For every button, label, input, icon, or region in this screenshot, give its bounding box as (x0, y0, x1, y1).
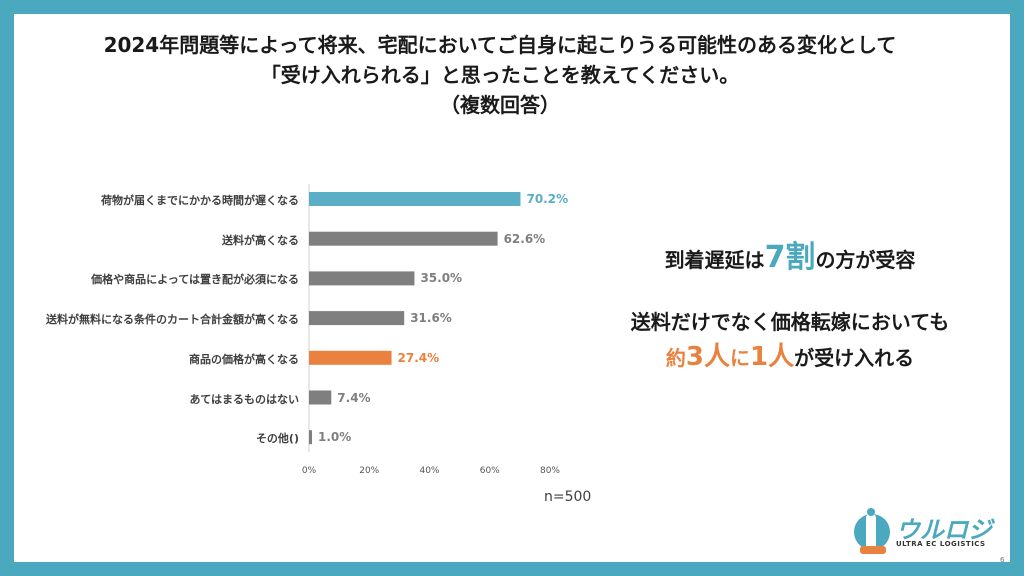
slide-card (14, 14, 1010, 562)
x-tick-label: 0% (301, 466, 317, 476)
summary-text: の方が受容 (815, 248, 916, 272)
data-label: 35.0% (420, 271, 463, 286)
title-line-3: （複数回答） (440, 93, 560, 117)
data-label: 31.6% (410, 311, 452, 326)
category-label: 送料が高くなる (222, 233, 299, 247)
category-label: 商品の価格が高くなる (189, 352, 299, 366)
summary-highlight: 3人 (685, 342, 730, 372)
category-label: 送料が無料になる条件のカート合計金額が高くなる (46, 313, 299, 327)
summary-line-2: 送料だけでなく価格転嫁においても (630, 310, 950, 334)
summary-highlight: に (730, 346, 750, 370)
logo-subtext: ULTRA EC LOGISTICS (896, 540, 986, 548)
logo-text: ウルロジ (896, 516, 992, 544)
category-label: 価格や商品によっては置き配が必須になる (91, 273, 299, 287)
x-tick-label: 60% (479, 466, 500, 476)
sample-size-note: n=500 (544, 489, 592, 505)
data-label: 70.2% (526, 192, 569, 206)
data-label: 7.4% (337, 390, 371, 405)
summary-line-1: 到着遅延は7割の方が受容 (590, 232, 990, 276)
title-line-2: 「受け入れられる」と思ったことを教えてください。 (260, 63, 740, 87)
bar (309, 430, 313, 445)
data-label: 1.0% (318, 430, 352, 445)
bar (309, 390, 332, 405)
summary-highlight: 1人 (750, 342, 795, 372)
bar (309, 350, 392, 365)
bar (309, 311, 405, 326)
slide-title: 2024年問題等によって将来、宅配においてご自身に起こりうる可能性のある変化とし… (0, 30, 1000, 120)
summary-highlight-7wari: 7割 (764, 240, 816, 275)
category-label: その他() (255, 432, 299, 446)
summary-text: 到着遅延は (664, 248, 765, 272)
x-tick-label: 40% (419, 466, 440, 476)
title-line-1: 2024年問題等によって将来、宅配においてご自身に起こりうる可能性のある変化とし… (103, 33, 897, 57)
bar (309, 231, 498, 246)
summary-line-3: 約3人に1人が受け入れる (590, 336, 990, 373)
summary-text: が受け入れる (794, 346, 915, 370)
category-label: 荷物が届くまでにかかる時間が遅くなる (101, 194, 299, 207)
page-number: 6 (1000, 556, 1005, 564)
bar (309, 192, 521, 206)
data-label: 62.6% (503, 231, 546, 246)
company-logo: ウルロジ ULTRA EC LOGISTICS (852, 506, 1002, 562)
category-label: あてはまるものはない (189, 392, 299, 406)
summary-highlight: 約 (665, 346, 686, 370)
bar (309, 271, 415, 286)
x-tick-label: 80% (539, 466, 560, 476)
data-label: 27.4% (397, 350, 440, 365)
x-tick-label: 20% (359, 466, 380, 476)
